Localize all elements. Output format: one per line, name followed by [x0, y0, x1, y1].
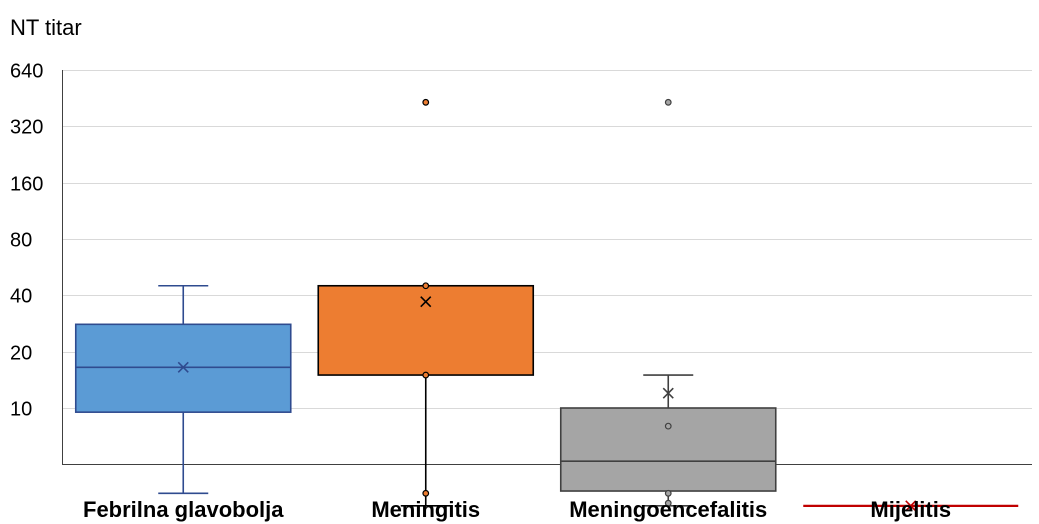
y-tick-label: 20 [10, 343, 32, 365]
x-tick-label: Meningoencefalitis [569, 497, 767, 522]
y-tick-label: 160 [10, 174, 43, 196]
data-point [664, 422, 672, 430]
data-point [664, 499, 672, 507]
box-meningitis [317, 98, 535, 507]
mean-marker [177, 361, 189, 373]
mean-marker [905, 500, 917, 512]
x-tick-label: Mijelitis [870, 497, 951, 522]
x-tick-labels: Febrilna glavobolja Meningitis Meningoence… [83, 497, 951, 522]
box-mijelitis [803, 500, 1019, 512]
box-iqr [317, 284, 535, 376]
box-meningoencefalitis [559, 98, 777, 507]
y-tick-labels: 640 320 160 80 40 20 10 [10, 61, 43, 421]
box-iqr [559, 407, 777, 492]
box-series [74, 98, 1019, 512]
x-tick-label: Meningitis [371, 497, 480, 522]
y-tick-label: 10 [10, 399, 32, 421]
data-point [422, 371, 430, 379]
data-point [664, 98, 672, 106]
y-tick-label: 320 [10, 117, 43, 139]
y-axis-label: NT titar [10, 15, 82, 40]
data-point [422, 282, 430, 290]
data-point [422, 489, 430, 497]
mean-marker [420, 296, 432, 308]
y-tick-label: 40 [10, 286, 32, 308]
y-tick-label: 640 [10, 61, 43, 83]
box-febrilna-glavobolja [74, 284, 292, 495]
axes [62, 70, 1032, 465]
data-point [664, 489, 672, 497]
data-point [422, 98, 430, 106]
mean-marker [662, 387, 674, 399]
x-tick-label: Febrilna glavobolja [83, 497, 284, 522]
y-tick-label: 80 [10, 230, 32, 252]
